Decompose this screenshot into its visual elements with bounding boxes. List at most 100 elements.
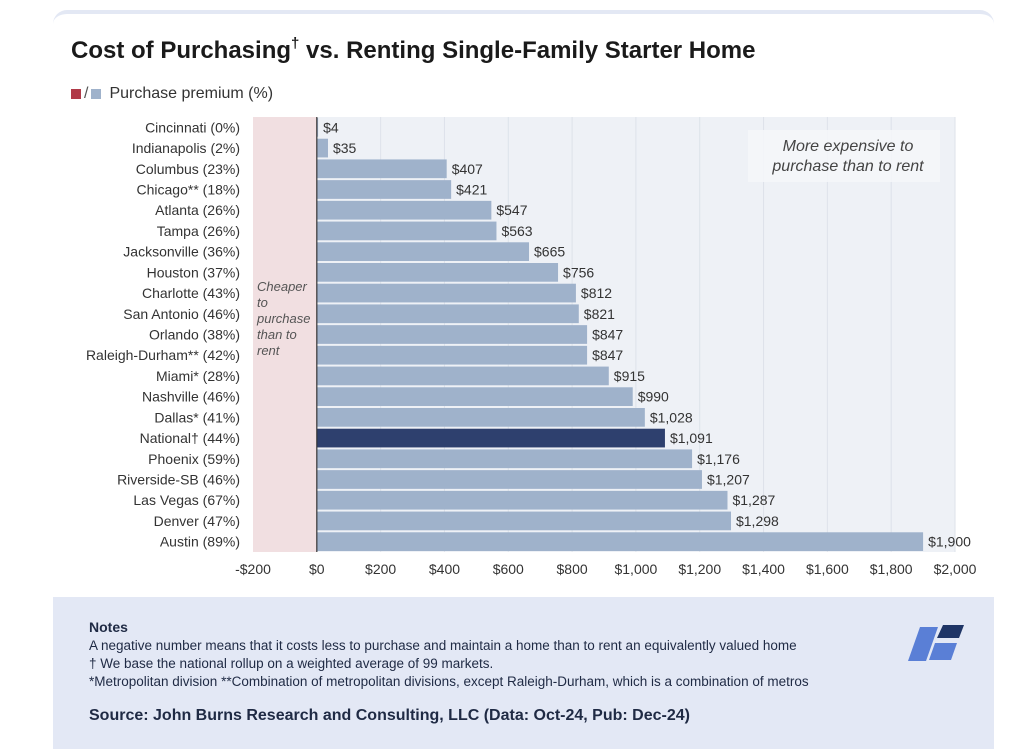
bar-value-label: $821 <box>584 306 615 322</box>
category-label: Chicago** (18%) <box>137 182 241 198</box>
card-top-border <box>53 10 994 28</box>
category-label: Jacksonville (36%) <box>123 244 240 260</box>
bar <box>316 221 497 241</box>
annotation-box <box>748 130 940 182</box>
x-tick-label: $800 <box>557 561 588 577</box>
x-tick-label: $1,800 <box>870 561 913 577</box>
bar-value-label: $1,900 <box>928 534 971 550</box>
category-label: San Antonio (46%) <box>123 306 240 322</box>
bar-national <box>316 428 665 448</box>
notes-title: Notes <box>89 619 128 635</box>
bar <box>316 511 731 531</box>
bar <box>316 159 447 179</box>
x-tick-label: $2,000 <box>934 561 977 577</box>
legend-swatch-blue <box>91 89 102 99</box>
legend-label: Purchase premium (%) <box>109 85 274 102</box>
x-tick-label: $600 <box>493 561 524 577</box>
bar-value-label: $1,091 <box>670 430 713 446</box>
bar-value-label: $547 <box>496 202 527 218</box>
note-negative-number: A negative number means that it costs le… <box>89 638 797 653</box>
category-label: Dallas* (41%) <box>154 409 240 425</box>
annotation-more-expensive: More expensive to <box>783 138 914 155</box>
bar-value-label: $1,207 <box>707 472 750 488</box>
bar-chart: More expensive to purchase than to rent Ch… <box>86 117 977 577</box>
annotation-more-expensive: purchase than to rent <box>771 158 924 175</box>
bar-value-label: $35 <box>333 140 357 156</box>
bar-value-label: $407 <box>452 161 483 177</box>
annotation-cheaper: purchase <box>256 311 310 326</box>
bar <box>316 242 530 261</box>
x-tick-label: $1,600 <box>806 561 849 577</box>
title-dagger: † <box>291 35 300 52</box>
bar <box>316 470 702 489</box>
annotation-cheaper: Cheaper <box>257 279 308 294</box>
category-label: National† (44%) <box>140 430 240 446</box>
title-main: Cost of Purchasing <box>71 37 292 64</box>
bar-value-label: $847 <box>592 347 623 363</box>
bar <box>316 408 645 427</box>
category-label: Raleigh-Durham** (42%) <box>86 347 240 363</box>
cheaper-region <box>253 117 317 552</box>
bar-value-label: $665 <box>534 244 565 260</box>
category-label: Austin (89%) <box>160 534 240 550</box>
bar-value-label: $421 <box>456 182 487 198</box>
bar-value-label: $990 <box>638 389 669 405</box>
note-national-rollup: † We base the national rollup on a weigh… <box>89 656 494 671</box>
bar <box>316 200 492 220</box>
bar-value-label: $1,287 <box>732 492 775 508</box>
category-label: Nashville (46%) <box>142 389 240 405</box>
bar-value-label: $756 <box>563 264 594 280</box>
annotation-cheaper: to <box>257 295 268 310</box>
category-label: Las Vegas (67%) <box>133 492 240 508</box>
category-label: Miami* (28%) <box>156 368 240 384</box>
bar <box>316 449 693 469</box>
bar-value-label: $812 <box>581 285 612 301</box>
bar <box>316 138 328 158</box>
bar <box>316 366 609 386</box>
x-tick-label: $1,200 <box>678 561 721 577</box>
bar-value-label: $1,176 <box>697 451 740 467</box>
annotation-cheaper: than to <box>257 327 297 342</box>
annotation-cheaper: rent <box>257 343 281 358</box>
x-tick-label: -$200 <box>235 561 271 577</box>
bar-value-label: $847 <box>592 327 623 343</box>
bar <box>316 345 588 365</box>
source-citation: Source: John Burns Research and Consulti… <box>89 707 690 724</box>
x-tick-label: $1,400 <box>742 561 785 577</box>
note-metro-division: *Metropolitan division **Combination of … <box>89 674 809 689</box>
legend: / Purchase premium (%) <box>71 85 273 103</box>
bar <box>316 387 633 406</box>
category-label: Columbus (23%) <box>136 161 240 177</box>
category-label: Cincinnati (0%) <box>145 119 240 135</box>
category-label: Indianapolis (2%) <box>132 140 240 156</box>
notes-panel: Notes A negative number means that it co… <box>53 597 994 749</box>
bar-value-label: $4 <box>323 119 339 135</box>
category-label: Charlotte (43%) <box>142 285 240 301</box>
bar <box>316 283 576 303</box>
legend-swatch-red <box>71 89 81 99</box>
bar <box>316 304 579 324</box>
x-tick-label: $1,000 <box>614 561 657 577</box>
category-label: Houston (37%) <box>147 264 240 280</box>
x-tick-label: $200 <box>365 561 396 577</box>
bar-value-label: $1,298 <box>736 513 779 529</box>
bar-value-label: $915 <box>614 368 645 384</box>
legend-slash: / <box>84 85 89 102</box>
bar <box>316 532 924 551</box>
category-label: Atlanta (26%) <box>155 202 240 218</box>
title-rest: vs. Renting Single-Family Starter Home <box>299 37 756 64</box>
x-tick-label: $400 <box>429 561 460 577</box>
bar <box>316 490 728 510</box>
bar <box>316 325 588 344</box>
category-label: Tampa (26%) <box>157 223 240 239</box>
bar-value-label: $563 <box>501 223 532 239</box>
bar <box>316 118 319 137</box>
bar <box>316 180 452 199</box>
bar-value-label: $1,028 <box>650 409 693 425</box>
category-label: Phoenix (59%) <box>148 451 240 467</box>
category-label: Orlando (38%) <box>149 327 240 343</box>
jbrec-logo-icon <box>908 625 964 661</box>
x-tick-label: $0 <box>309 561 325 577</box>
bar <box>316 263 559 282</box>
category-label: Denver (47%) <box>154 513 240 529</box>
